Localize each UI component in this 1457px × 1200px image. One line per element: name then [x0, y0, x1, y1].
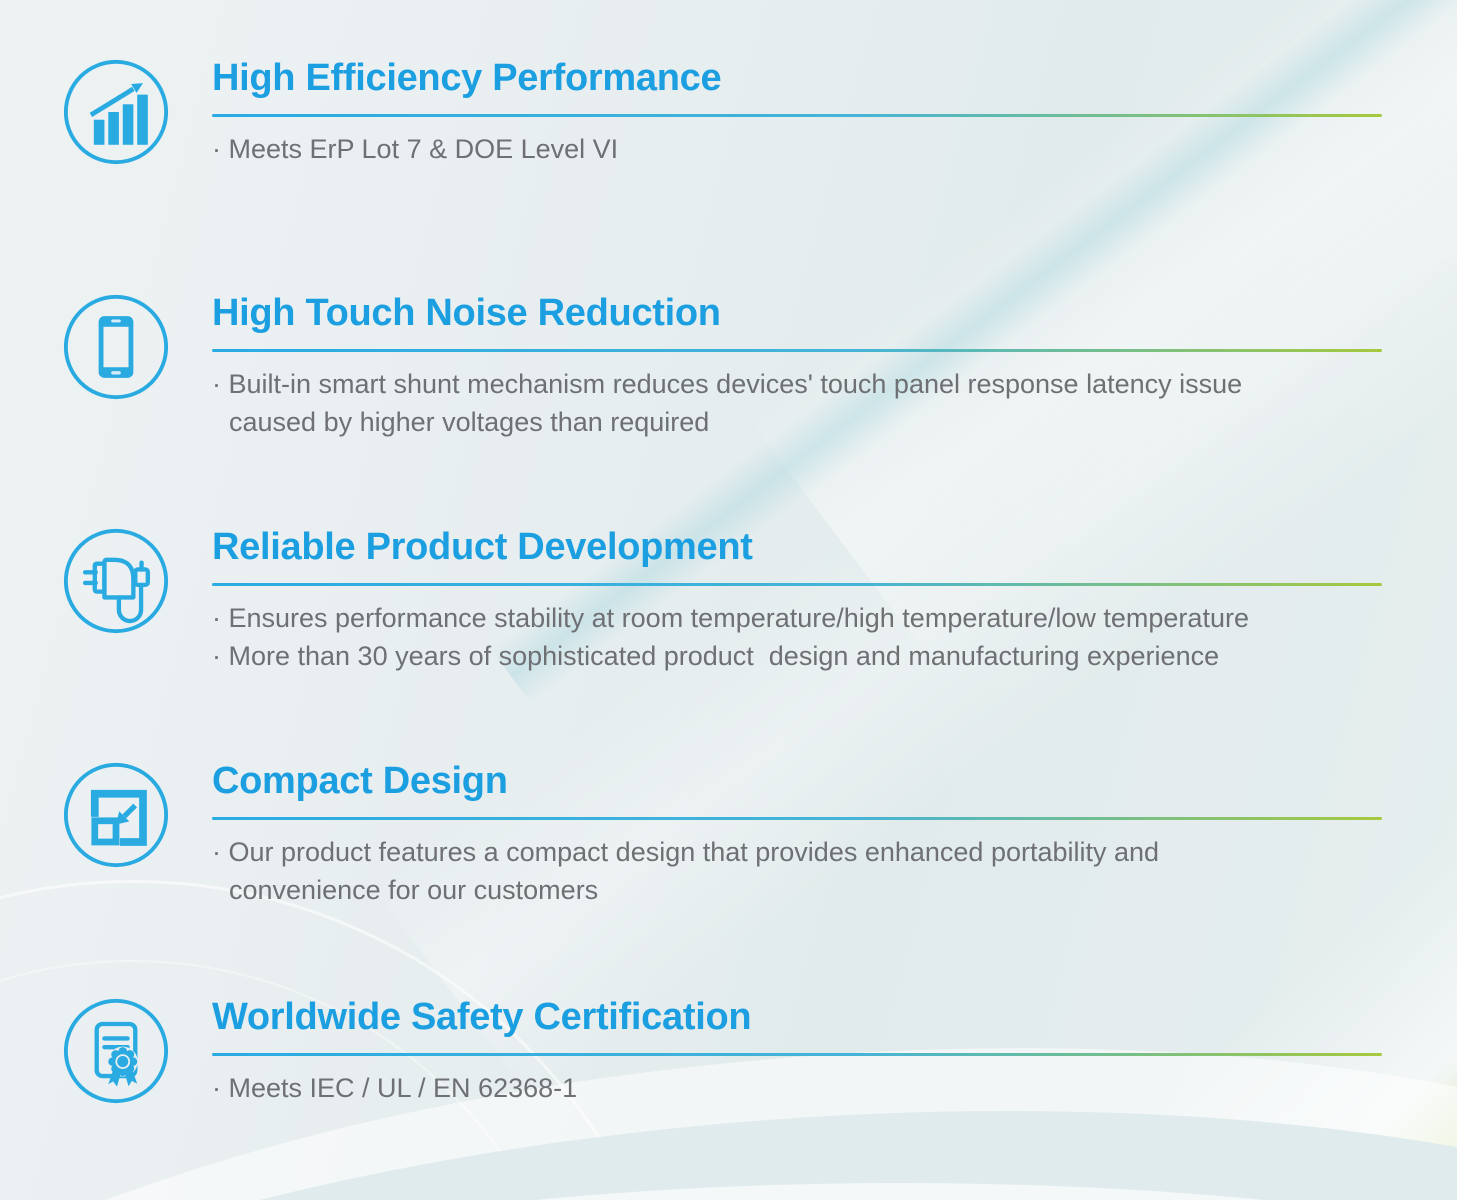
divider-gradient	[212, 817, 1382, 820]
feature-bullet-line: caused by higher voltages than required	[229, 407, 710, 437]
feature-title: Worldwide Safety Certification	[212, 996, 752, 1038]
divider-gradient	[212, 1053, 1382, 1056]
bg-bottom-sweep	[0, 1183, 1457, 1200]
feature-bullet-line: · Our product features a compact design …	[212, 837, 1160, 867]
feature-bullet-line: · Meets ErP Lot 7 & DOE Level VI	[212, 134, 619, 164]
compact-design-icon	[62, 761, 170, 869]
divider-gradient	[212, 114, 1382, 117]
feature-bullet-line: · Meets IEC / UL / EN 62368-1	[212, 1073, 578, 1103]
feature-title: Reliable Product Development	[212, 526, 753, 568]
feature-bullet-line: convenience for our customers	[229, 875, 599, 905]
feature-title: Compact Design	[212, 760, 508, 802]
feature-title: High Efficiency Performance	[212, 57, 722, 99]
divider-gradient	[212, 349, 1382, 352]
feature-bullet-line: · More than 30 years of sophisticated pr…	[212, 641, 1220, 671]
smartphone-icon	[62, 293, 170, 401]
feature-bullet-line: · Built-in smart shunt mechanism reduces…	[212, 369, 1243, 399]
power-adapter-icon	[62, 527, 170, 635]
feature-bullet-line: · Ensures performance stability at room …	[212, 603, 1249, 633]
divider-gradient	[212, 583, 1382, 586]
bar-chart-growth-icon	[62, 58, 170, 166]
feature-title: High Touch Noise Reduction	[212, 292, 721, 334]
certificate-icon	[62, 997, 170, 1105]
